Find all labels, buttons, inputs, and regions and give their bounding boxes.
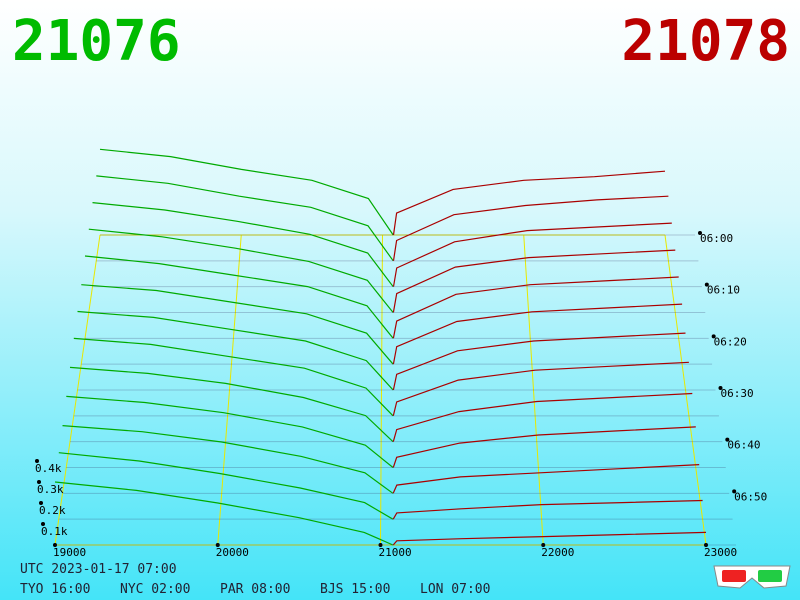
clock-label: TYO 16:00 — [20, 582, 90, 597]
z-tick-label: 06:30 — [721, 387, 754, 400]
ask-depth-line — [392, 332, 686, 391]
bid-depth-line — [73, 337, 394, 417]
clock-label: PAR 08:00 — [220, 582, 290, 597]
z-tick-label: 06:50 — [734, 490, 767, 503]
y-tick-label: 0.4k — [35, 462, 62, 475]
bid-depth-line — [66, 395, 394, 468]
tick-mark — [704, 282, 709, 287]
tick-mark — [35, 459, 39, 463]
ask-price: 21078 — [621, 9, 790, 74]
bid-depth-line — [62, 425, 394, 494]
ask-depth-line — [392, 303, 683, 365]
bid-depth-line — [96, 175, 394, 262]
ask-depth-line — [392, 464, 700, 494]
grid-line — [664, 234, 707, 546]
clock-label: BJS 15:00 — [320, 582, 390, 597]
tick-mark — [718, 386, 723, 390]
ask-depth-line — [392, 249, 676, 313]
ask-depth-line — [392, 276, 679, 339]
grid-line — [54, 234, 101, 546]
tick-mark — [698, 231, 702, 235]
tick-mark — [732, 489, 737, 494]
tick-mark — [711, 334, 716, 339]
utc-time: UTC 2023-01-17 07:00 — [20, 562, 177, 577]
x-tick-label: 22000 — [541, 546, 574, 559]
tick-mark — [53, 543, 57, 547]
bid-depth-line — [54, 481, 394, 546]
ask-depth-line — [392, 170, 666, 236]
grid-line — [380, 234, 383, 546]
bid-depth-line — [88, 228, 394, 313]
y-tick-label: 0.2k — [39, 504, 66, 517]
grid-line — [523, 234, 544, 546]
tick-mark — [215, 543, 220, 547]
z-tick-label: 06:20 — [714, 335, 747, 348]
tick-mark — [39, 501, 43, 505]
bid-depth-line — [77, 310, 394, 391]
tick-mark — [37, 480, 41, 484]
clock-label: LON 07:00 — [420, 582, 490, 597]
z-tick-label: 06:40 — [727, 439, 760, 452]
z-tick-label: 06:00 — [700, 232, 733, 245]
ask-depth-line — [392, 499, 703, 520]
tick-mark — [704, 543, 708, 547]
plot: 19000 20000 21000 22000 23000 06:00 06:10 06:20… — [35, 148, 767, 559]
bid-depth-line — [69, 366, 394, 443]
bid-depth-line — [81, 284, 394, 365]
x-tick-label: 19000 — [53, 546, 86, 559]
tick-mark — [725, 437, 730, 442]
ask-depth-line — [392, 426, 696, 468]
bid-depth-line — [84, 255, 394, 339]
y-tick-label: 0.1k — [41, 525, 68, 538]
x-tick-label: 23000 — [704, 546, 737, 559]
x-tick-label: 20000 — [216, 546, 249, 559]
tick-mark — [378, 543, 383, 547]
tick-mark — [41, 522, 45, 526]
grid-line — [217, 234, 242, 546]
ask-depth-line — [392, 392, 693, 442]
bid-depth-line — [92, 202, 394, 288]
tick-mark — [541, 543, 546, 547]
ask-depth-line — [392, 361, 689, 416]
bid-depth-line — [58, 452, 394, 520]
z-tick-label: 06:10 — [707, 284, 740, 297]
ask-depth-line — [392, 531, 707, 546]
x-tick-label: 21000 — [379, 546, 412, 559]
y-tick-label: 0.3k — [37, 483, 64, 496]
ask-depth-line — [392, 222, 672, 287]
bid-price: 21076 — [12, 9, 181, 74]
ask-depth-line — [392, 195, 669, 261]
glasses-icon — [713, 565, 791, 589]
bid-depth-line — [99, 148, 394, 236]
clock-label: NYC 02:00 — [120, 582, 190, 597]
